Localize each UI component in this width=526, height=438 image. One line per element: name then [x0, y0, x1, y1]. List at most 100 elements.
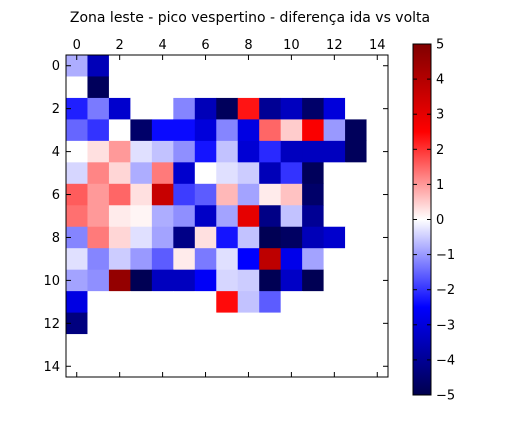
colorbar-tick-label: −5: [436, 389, 455, 404]
heatmap-cell-r12-c4: [152, 313, 174, 335]
heatmap-cell-r13-c4: [152, 334, 174, 356]
heatmap-cell-r2-c13: [345, 98, 367, 120]
heatmap-cell-r4-c1: [87, 141, 109, 163]
heatmap-cell-r7-c2: [109, 205, 131, 227]
heatmap-cell-r1-c1: [87, 76, 109, 98]
heatmap-cell-r9-c1: [87, 248, 109, 270]
heatmap-cell-r10-c2: [109, 270, 131, 292]
colorbar-tick-label: 3: [436, 108, 444, 123]
heatmap-cell-r5-c1: [87, 162, 109, 184]
heatmap-cell-r13-c3: [130, 334, 152, 356]
heatmap-cell-r0-c11: [302, 55, 324, 77]
heatmap-cell-r13-c6: [195, 334, 217, 356]
heatmap-cell-r1-c11: [302, 76, 324, 98]
heatmap-cell-r11-c6: [195, 291, 217, 313]
heatmap-cell-r13-c8: [238, 334, 260, 356]
heatmap-cell-r13-c0: [66, 334, 88, 356]
heatmap-cell-r4-c2: [109, 141, 131, 163]
heatmap-cell-r14-c9: [259, 356, 281, 378]
heatmap-cell-r11-c12: [324, 291, 346, 313]
heatmap-cells: [66, 55, 388, 377]
heatmap-cell-r9-c8: [238, 248, 260, 270]
heatmap-cell-r6-c7: [216, 184, 238, 206]
heatmap-cell-r10-c12: [324, 270, 346, 292]
heatmap-cell-r7-c0: [66, 205, 88, 227]
heatmap-cell-r10-c6: [195, 270, 217, 292]
heatmap-cell-r2-c9: [259, 98, 281, 120]
heatmap-cell-r4-c13: [345, 141, 367, 163]
heatmap-cell-r0-c7: [216, 55, 238, 77]
heatmap-cell-r1-c8: [238, 76, 260, 98]
heatmap-cell-r6-c2: [109, 184, 131, 206]
colorbar-tick-label: −3: [436, 318, 455, 333]
heatmap-cell-r8-c4: [152, 227, 174, 249]
heatmap-cell-r3-c14: [367, 119, 389, 141]
heatmap-cell-r9-c10: [281, 248, 303, 270]
heatmap-cell-r5-c0: [66, 162, 88, 184]
heatmap-cell-r6-c12: [324, 184, 346, 206]
heatmap-cell-r11-c0: [66, 291, 88, 313]
heatmap-cell-r14-c3: [130, 356, 152, 378]
heatmap-cell-r7-c14: [367, 205, 389, 227]
x-tick-label: 4: [158, 38, 166, 53]
heatmap-cell-r11-c13: [345, 291, 367, 313]
heatmap-cell-r11-c10: [281, 291, 303, 313]
heatmap-cell-r11-c1: [87, 291, 109, 313]
heatmap-cell-r3-c5: [173, 119, 195, 141]
heatmap-cell-r3-c4: [152, 119, 174, 141]
heatmap-cell-r14-c1: [87, 356, 109, 378]
heatmap-cell-r4-c10: [281, 141, 303, 163]
heatmap-cell-r5-c9: [259, 162, 281, 184]
heatmap-cell-r2-c8: [238, 98, 260, 120]
heatmap-cell-r14-c5: [173, 356, 195, 378]
heatmap-cell-r12-c12: [324, 313, 346, 335]
heatmap-cell-r1-c0: [66, 76, 88, 98]
heatmap-cell-r10-c10: [281, 270, 303, 292]
heatmap-cell-r1-c5: [173, 76, 195, 98]
heatmap-cell-r7-c7: [216, 205, 238, 227]
heatmap-cell-r2-c1: [87, 98, 109, 120]
heatmap-cell-r6-c4: [152, 184, 174, 206]
heatmap-cell-r8-c1: [87, 227, 109, 249]
heatmap-cell-r11-c2: [109, 291, 131, 313]
heatmap-cell-r7-c12: [324, 205, 346, 227]
heatmap-cell-r4-c5: [173, 141, 195, 163]
heatmap-cell-r11-c7: [216, 291, 238, 313]
heatmap-cell-r3-c12: [324, 119, 346, 141]
heatmap-cell-r8-c3: [130, 227, 152, 249]
heatmap-cell-r3-c6: [195, 119, 217, 141]
heatmap-cell-r7-c3: [130, 205, 152, 227]
heatmap-cell-r6-c13: [345, 184, 367, 206]
y-tick-label: 4: [52, 145, 60, 160]
heatmap-cell-r13-c13: [345, 334, 367, 356]
heatmap-cell-r14-c7: [216, 356, 238, 378]
heatmap-cell-r1-c13: [345, 76, 367, 98]
heatmap-cell-r13-c1: [87, 334, 109, 356]
y-tick-label: 12: [43, 317, 60, 332]
heatmap-cell-r3-c3: [130, 119, 152, 141]
heatmap-cell-r2-c3: [130, 98, 152, 120]
heatmap-cell-r5-c2: [109, 162, 131, 184]
heatmap-cell-r0-c13: [345, 55, 367, 77]
heatmap-cell-r8-c6: [195, 227, 217, 249]
heatmap-cell-r4-c3: [130, 141, 152, 163]
heatmap-cell-r1-c4: [152, 76, 174, 98]
colorbar-tick-label: −4: [436, 353, 455, 368]
heatmap-cell-r2-c7: [216, 98, 238, 120]
heatmap-cell-r10-c5: [173, 270, 195, 292]
heatmap-cell-r13-c7: [216, 334, 238, 356]
y-tick-label: 8: [52, 231, 60, 246]
heatmap-cell-r12-c8: [238, 313, 260, 335]
heatmap-cell-r7-c10: [281, 205, 303, 227]
heatmap-cell-r12-c13: [345, 313, 367, 335]
y-tick-label: 10: [43, 274, 60, 289]
heatmap-cell-r2-c4: [152, 98, 174, 120]
x-tick-label: 0: [73, 38, 81, 53]
heatmap-cell-r5-c4: [152, 162, 174, 184]
colorbar-tick-label: 1: [436, 178, 444, 193]
heatmap-cell-r11-c14: [367, 291, 389, 313]
heatmap-cell-r3-c10: [281, 119, 303, 141]
heatmap-cell-r11-c9: [259, 291, 281, 313]
x-tick-label: 8: [244, 38, 252, 53]
